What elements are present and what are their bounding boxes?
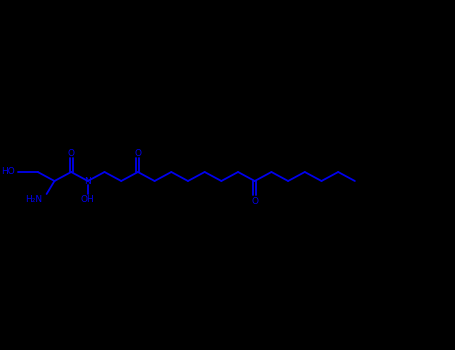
Text: O: O — [68, 148, 75, 158]
Text: H₂N: H₂N — [25, 196, 43, 204]
Text: OH: OH — [81, 196, 95, 204]
Text: N: N — [85, 176, 91, 186]
Text: O: O — [251, 196, 258, 205]
Text: HO: HO — [1, 168, 15, 176]
Text: O: O — [134, 148, 142, 158]
